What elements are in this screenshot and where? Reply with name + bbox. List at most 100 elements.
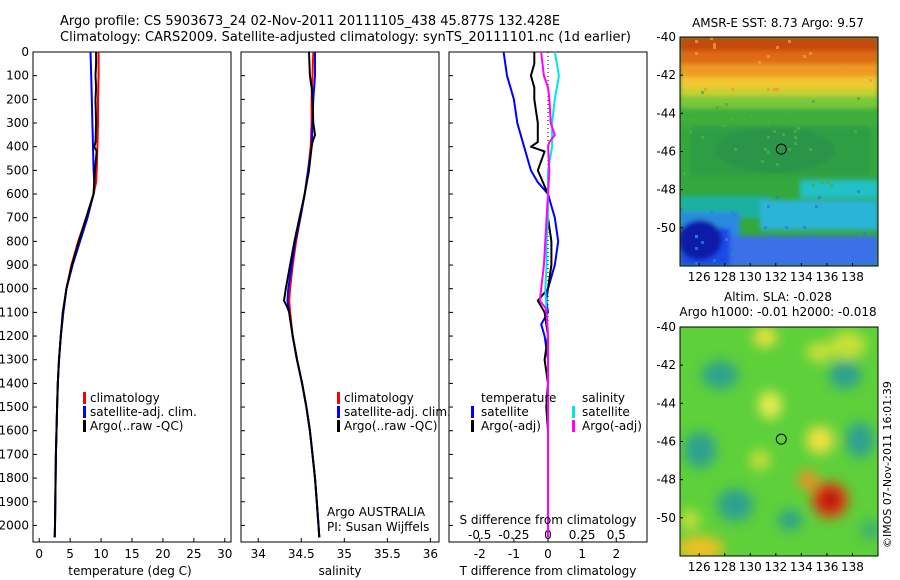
legend-swatch-temp-argo [471,420,474,432]
temperature-panel-frame [32,51,232,543]
map-x-tick-label: 130 [739,270,762,284]
legend-label-argo: Argo(..raw -QC) [90,419,183,433]
sst-pixel [764,148,767,151]
temperature-legend: climatology satellite-adj. clim. Argo(..… [83,391,197,433]
map-y-tick-label: -48 [656,473,676,487]
sst-pixel [767,88,770,91]
legend-title-temperature: temperature [481,391,556,405]
sla-field-patch [798,470,818,490]
sst-pixel [833,244,836,247]
map-x-tick-label: 136 [815,270,838,284]
sla-field-patch [846,422,874,458]
legend-label-satellite: satellite-adj. clim. [90,405,197,419]
sst-map-field [680,37,878,266]
sst-pixel [815,205,818,208]
sla-field-patch [717,489,753,521]
sst-pixel [731,253,734,256]
sst-pixel [695,52,698,55]
sla-field-patch [753,327,777,347]
legend-swatch-sal-argo [572,420,575,432]
sst-pixel [692,118,695,121]
depth-tick-label: 500 [6,163,29,177]
x-tick-label: 0 [544,547,552,561]
salinity-xlabel: salinity [318,564,361,578]
sst-pixel [809,52,812,55]
depth-tick-label: 2000 [0,518,29,532]
sst-pixel [785,241,788,244]
legend-label-argo: Argo(..raw -QC) [344,419,437,433]
sst-pixel [794,142,797,145]
depth-tick-label: 600 [6,187,29,201]
legend-swatch-temp-satellite [471,406,474,418]
sst-pixel [695,247,698,250]
argo-pi-annotation: PI: Susan Wijffels [327,520,429,534]
sst-pixel [848,256,851,259]
sst-pixel [785,226,788,229]
x-tick-label: 34 [251,547,266,561]
x-tick-label: 35 [337,547,352,561]
x-tick-label: 15 [124,547,139,561]
salinity-panel-frame [240,51,440,543]
sst-pixel [845,70,848,73]
map-x-tick-label: 126 [688,560,711,574]
x-tick-label: 0 [35,547,43,561]
sst-pixel [812,184,815,187]
sla-map-field [680,327,878,556]
sst-pixel [713,46,716,49]
sst-field-patch [715,128,835,172]
map-y-tick-label: -44 [656,106,676,120]
sst-pixel [704,88,707,91]
depth-tick-label: 1200 [0,329,29,343]
sst-map-axes: 126 128 130 132 134 136 138 -40 -42 -44 -46 -48 -50 [656,30,864,284]
depth-tick-label: 1500 [0,400,29,414]
sst-pixel [782,133,785,136]
sst-pixel [701,136,704,139]
series-line-2 [53,51,96,538]
depth-axis: 0 100 200 300 400 500 600 700 800 900 1000 1100 1200… [0,45,453,532]
depth-tick-label: 1400 [0,376,29,390]
map-y-tick-label: -50 [656,221,676,235]
depth-tick-label: 1900 [0,495,29,509]
sst-pixel [764,226,767,229]
sst-pixel [713,259,716,262]
sst-field-patch [680,77,878,89]
sst-pixel [761,160,764,163]
sst-pixel [767,55,770,58]
map-y-tick-label: -40 [656,320,676,334]
sst-pixel [746,247,749,250]
legend-label-sal-satellite: satellite [582,405,630,419]
sst-field-patch [760,200,878,230]
sst-pixel [869,109,872,112]
legend-swatch-sal-satellite [572,406,575,418]
map-y-tick-label: -46 [656,145,676,159]
sst-pixel [680,118,683,121]
sst-pixel [773,88,776,91]
sst-pixel [683,172,686,175]
legend-title-salinity: salinity [582,391,625,405]
sst-pixel [734,148,737,151]
map-x-tick-label: 126 [688,270,711,284]
sst-pixel [794,130,797,133]
sst-pixel [749,115,752,118]
top-x-tick-label: -0.25 [498,528,529,542]
sst-field-patch [800,180,878,198]
map-x-tick-label: 132 [764,560,787,574]
legend-label-climatology: climatology [90,391,160,405]
sla-field-patch [680,510,700,530]
sst-pixel [767,151,770,154]
sst-pixel [863,232,866,235]
sla-field-patch [820,490,840,510]
legend-swatch-satellite [337,406,340,418]
depth-tick-label: 100 [6,69,29,83]
salinity-legend: climatology satellite-adj. clim. Argo(..… [337,391,451,433]
map-x-tick-label: 134 [790,270,813,284]
legend-swatch-satellite [83,406,86,418]
sst-pixel [788,112,791,115]
sst-pixel [770,256,773,259]
map-y-tick-label: -44 [656,396,676,410]
difference-legend: temperature satellite Argo(-adj) salinit… [471,391,642,433]
map-x-tick-label: 138 [841,560,864,574]
depth-tick-label: 200 [6,92,29,106]
sst-pixel [830,184,833,187]
